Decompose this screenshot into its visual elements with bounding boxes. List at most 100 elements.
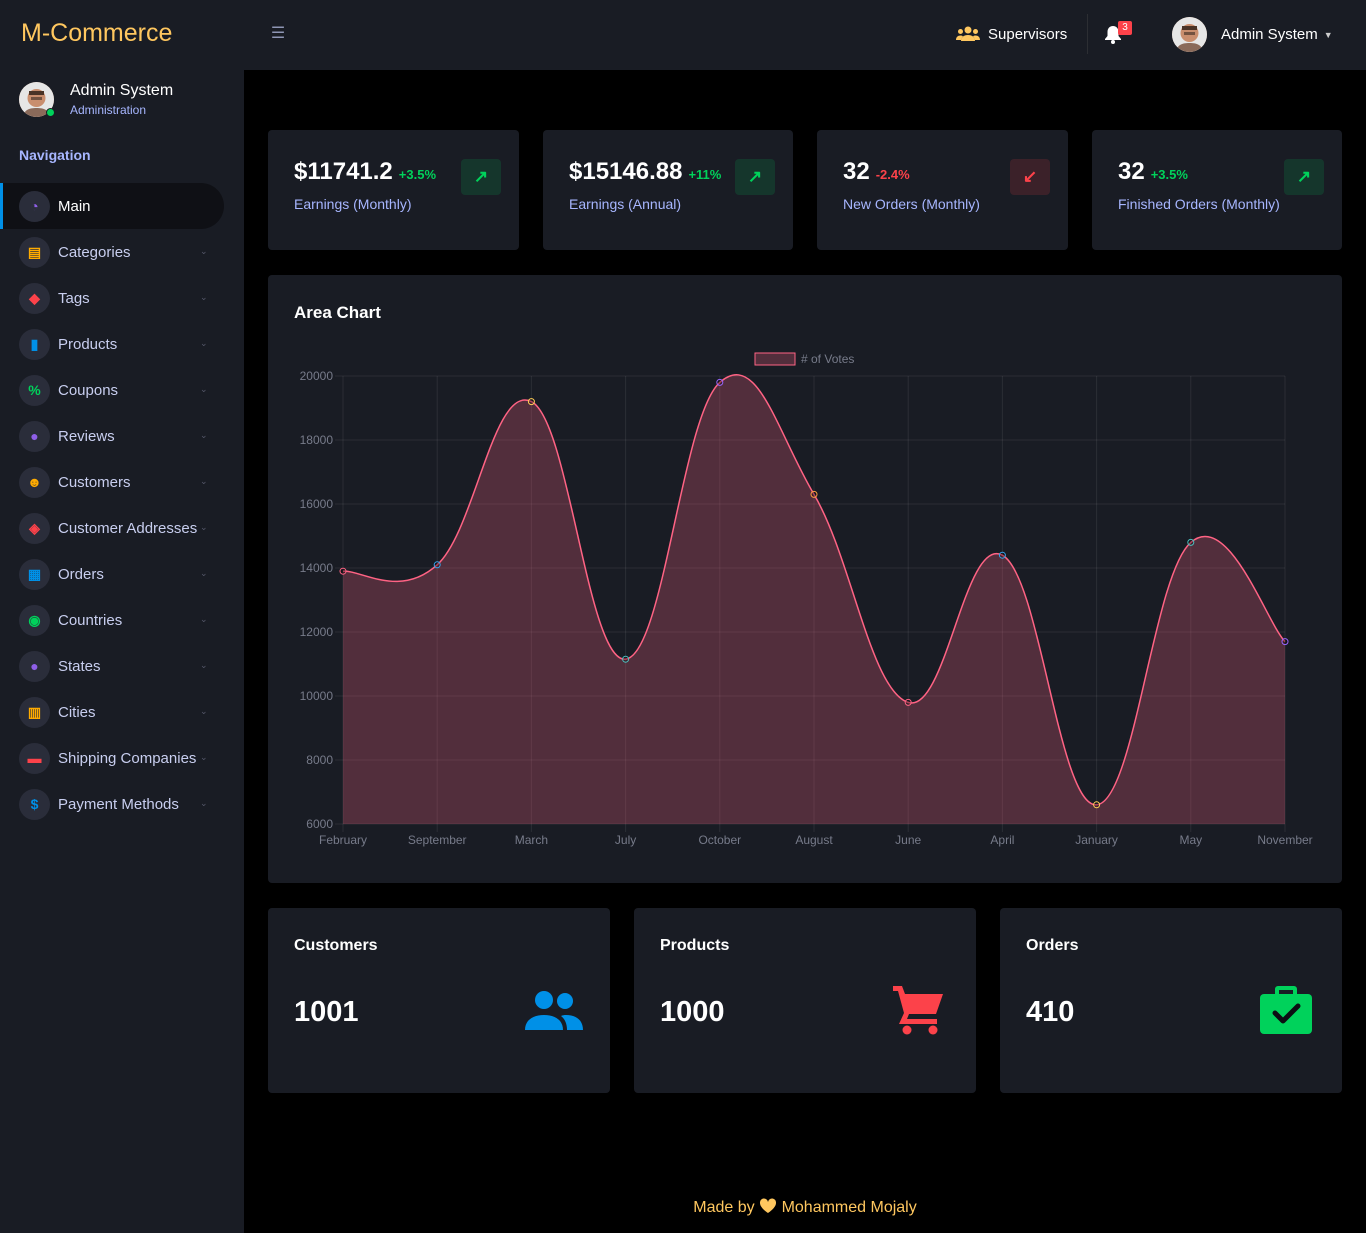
top-navbar: M-Commerce ☰ Supervisors 3 Admin System … (0, 0, 1366, 70)
gauge-icon: ◔ (19, 190, 50, 222)
truck-icon: ▬ (19, 742, 50, 774)
sidebar-item-label: Customer Addresses (58, 519, 198, 537)
sidebar-item-label: Countries (58, 611, 123, 629)
sidebar-item-states[interactable]: ● States ⌄ (0, 643, 244, 689)
data-point (716, 378, 724, 386)
customers-summary-card: Customers 1001 (268, 908, 610, 1093)
data-point (1281, 638, 1289, 646)
building-icon: ▥ (19, 696, 50, 728)
sidebar-item-tags[interactable]: ◆ Tags ⌄ (0, 275, 244, 321)
profile-role: Administration (70, 103, 147, 117)
data-point (1093, 801, 1101, 809)
users-icon (956, 26, 980, 41)
x-tick-label: January (1075, 833, 1118, 847)
navigation-label: Navigation (19, 147, 91, 163)
x-tick-label: April (990, 833, 1014, 847)
tags-icon: ◆ (19, 282, 50, 314)
stat-value: $15146.88 (569, 158, 683, 185)
chevron-down-icon: ⌄ (200, 384, 208, 394)
sidebar-item-cities[interactable]: ▥ Cities ⌄ (0, 689, 244, 735)
products-summary-card: Products 1000 (634, 908, 976, 1093)
stat-card-earnings-monthly: $11741.2 +3.5% Earnings (Monthly) ↗ (268, 130, 519, 250)
sidebar-item-customer-addresses[interactable]: ◈ Customer Addresses ⌄ (0, 505, 244, 551)
chevron-down-icon: ⌄ (200, 614, 208, 624)
y-tick-label: 18000 (300, 433, 334, 447)
users-icon (525, 991, 583, 1030)
sidebar-item-label: Products (58, 335, 118, 353)
sidebar-item-shipping-companies[interactable]: ▬ Shipping Companies ⌄ (0, 735, 244, 781)
arrow-up-right-icon: ↗ (461, 159, 501, 195)
briefcase-check-icon (1260, 986, 1312, 1034)
stat-card-new-orders: 32 -2.4% New Orders (Monthly) ↙ (817, 130, 1068, 250)
supervisors-link[interactable]: Supervisors (956, 20, 1067, 48)
sidebar-item-label: Customers (58, 473, 131, 491)
chevron-down-icon: ⌄ (200, 430, 208, 440)
area-chart[interactable]: 6000 8000 10000 12000 14000 16000 18000 20000 Fe… (268, 275, 1342, 883)
chevron-down-icon: ⌄ (200, 338, 208, 348)
sidebar-item-reviews[interactable]: ● Reviews ⌄ (0, 413, 244, 459)
file-icon: ▤ (19, 236, 50, 268)
stat-label: New Orders (Monthly) (843, 196, 980, 212)
notifications-button[interactable]: 3 (1102, 20, 1136, 48)
summary-value: 1001 (294, 996, 359, 1028)
sidebar-item-customers[interactable]: ☻ Customers ⌄ (0, 459, 244, 505)
sidebar-item-categories[interactable]: ▤ Categories ⌄ (0, 229, 244, 275)
x-tick-label: November (1257, 833, 1312, 847)
supervisors-label: Supervisors (988, 25, 1068, 43)
x-tick-label: February (319, 833, 367, 847)
chart-title: Area Chart (294, 303, 381, 322)
x-tick-label: October (698, 833, 741, 847)
users-icon: ☻ (19, 466, 50, 498)
y-tick-label: 14000 (300, 561, 334, 575)
stat-card-earnings-annual: $15146.88 +11% Earnings (Annual) ↗ (543, 130, 793, 250)
legend-swatch (754, 352, 796, 366)
heart-icon (760, 1198, 777, 1213)
stat-label: Earnings (Annual) (569, 196, 682, 212)
footer-author[interactable]: Mohammed Mojaly (781, 1199, 917, 1216)
chevron-down-icon: ⌄ (200, 752, 208, 762)
summary-value: 1000 (660, 996, 725, 1028)
chevron-down-icon: ⌄ (200, 246, 208, 256)
user-dropdown[interactable]: Admin System ▼ (1172, 17, 1333, 52)
summary-title: Orders (1026, 937, 1079, 954)
cart-icon (893, 986, 943, 1035)
sidebar-item-payment-methods[interactable]: $ Payment Methods ⌄ (0, 781, 244, 827)
sidebar-item-products[interactable]: ▮ Products ⌄ (0, 321, 244, 367)
sidebar-item-orders[interactable]: ▦ Orders ⌄ (0, 551, 244, 597)
chevron-down-icon: ⌄ (200, 706, 208, 716)
area-fill (343, 374, 1285, 824)
product-icon: ▮ (19, 328, 50, 360)
comment-icon: ● (19, 420, 50, 452)
arrow-up-right-icon: ↗ (1284, 159, 1324, 195)
top-user-name: Admin System (1221, 26, 1318, 43)
footer-prefix: Made by (693, 1199, 755, 1216)
y-tick-label: 10000 (300, 689, 334, 703)
brand-logo[interactable]: M-Commerce (21, 19, 173, 47)
sidebar-item-label: Reviews (58, 427, 115, 445)
data-point (904, 698, 912, 706)
menu-toggle-icon[interactable]: ☰ (270, 25, 286, 42)
summary-title: Customers (294, 937, 378, 954)
stat-value: 32 (1118, 158, 1145, 185)
percent-icon: % (19, 374, 50, 406)
divider (1087, 14, 1088, 54)
y-tick-label: 20000 (300, 369, 334, 383)
area-chart-card: Area Chart 6000 8000 10000 12000 14000 16000 1… (268, 275, 1342, 883)
footer: Made by Mohammed Mojaly (244, 1198, 1366, 1217)
x-tick-label: September (408, 833, 467, 847)
chevron-down-icon: ⌄ (200, 568, 208, 578)
data-point (810, 490, 818, 498)
legend-label: # of Votes (801, 352, 854, 366)
stat-card-finished-orders: 32 +3.5% Finished Orders (Monthly) ↗ (1092, 130, 1342, 250)
data-point (527, 398, 535, 406)
sidebar-profile[interactable]: Admin System Administration (19, 82, 173, 117)
dollar-icon: $ (19, 788, 50, 820)
x-tick-label: June (895, 833, 921, 847)
orders-summary-card: Orders 410 (1000, 908, 1342, 1093)
sidebar-menu: ◔ Main ▤ Categories ⌄ ◆ Tags ⌄ ▮ Products ⌄% Coupon… (0, 183, 244, 827)
chevron-down-icon: ⌄ (200, 660, 208, 670)
sidebar-item-coupons[interactable]: % Coupons ⌄ (0, 367, 244, 413)
sidebar-item-main[interactable]: ◔ Main (0, 183, 224, 229)
sidebar-item-countries[interactable]: ◉ Countries ⌄ (0, 597, 244, 643)
y-tick-label: 16000 (300, 497, 334, 511)
